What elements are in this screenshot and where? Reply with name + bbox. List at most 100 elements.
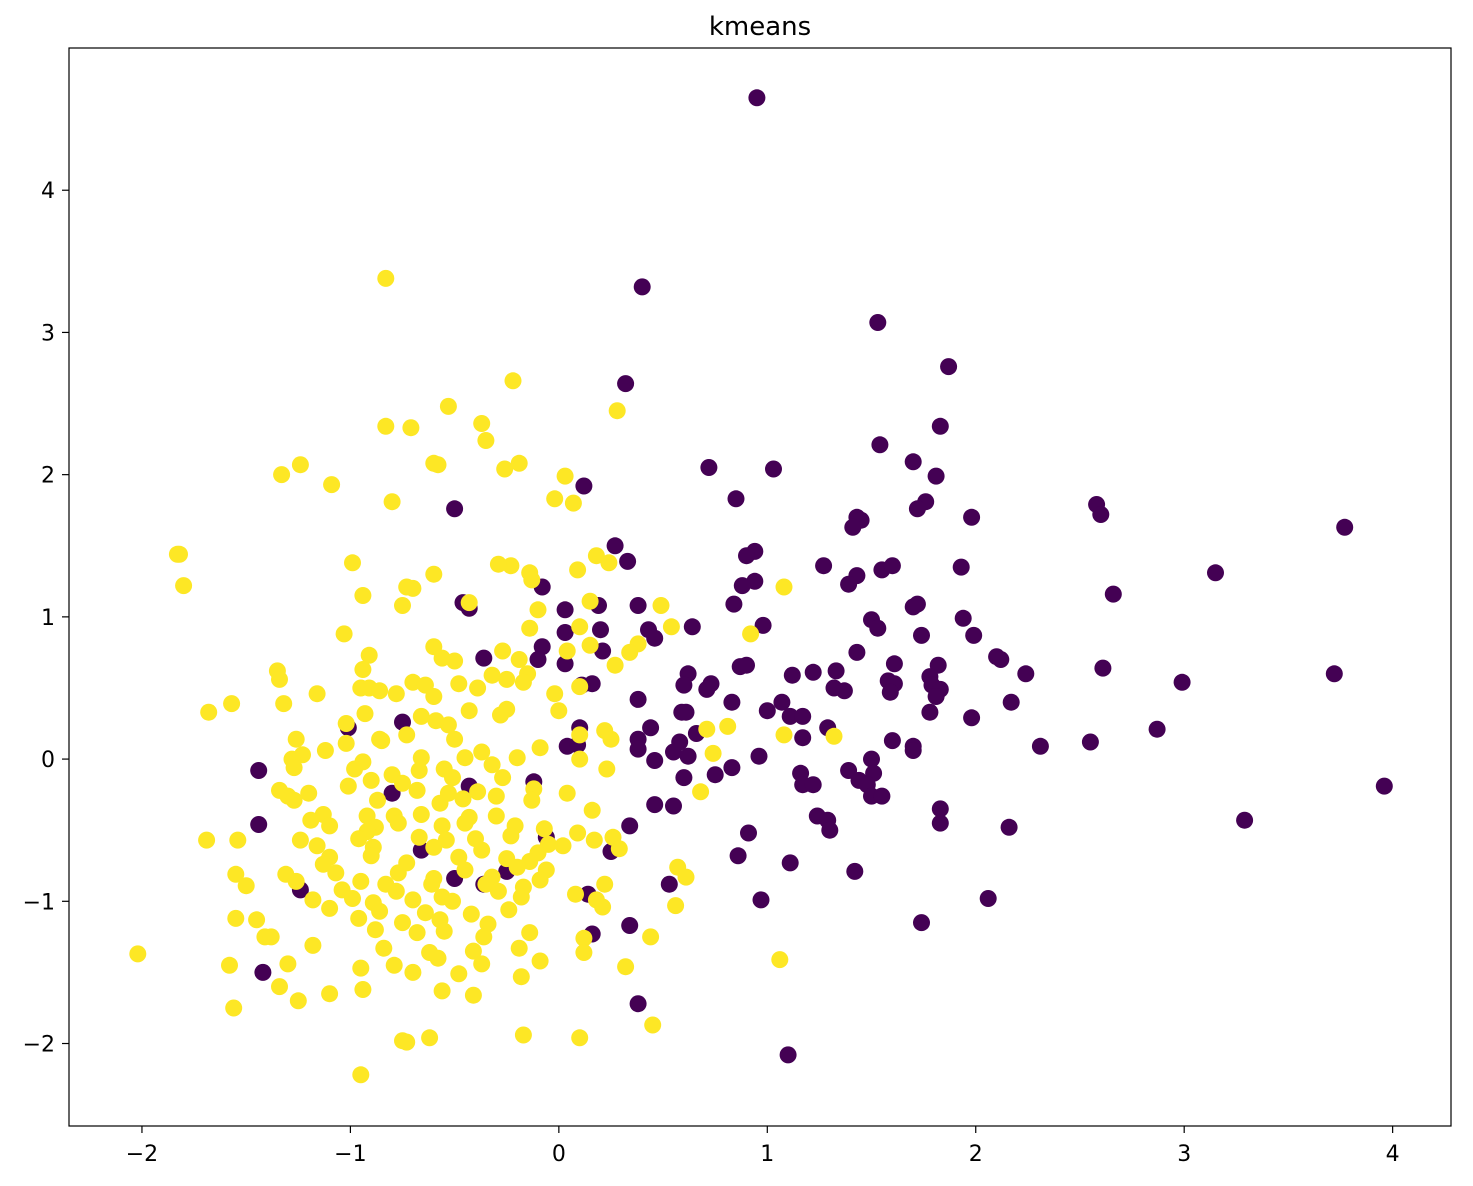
data-point-cluster-1: [473, 743, 491, 761]
x-tick-label: −1: [334, 1142, 366, 1167]
data-point-cluster-0: [700, 459, 718, 476]
data-point-cluster-0: [556, 624, 574, 641]
data-point-cluster-1: [225, 999, 243, 1017]
data-point-cluster-1: [496, 460, 514, 478]
data-point-cluster-1: [567, 885, 584, 903]
data-point-cluster-0: [931, 417, 949, 435]
data-point-cluster-1: [287, 730, 305, 748]
data-point-cluster-1: [366, 921, 384, 939]
data-point-cluster-1: [423, 875, 441, 893]
data-point-cluster-1: [704, 744, 722, 762]
data-point-cluster-1: [412, 806, 430, 823]
data-point-cluster-1: [404, 891, 422, 909]
data-point-cluster-1: [825, 727, 843, 745]
data-point-cluster-0: [1173, 673, 1191, 691]
data-point-cluster-0: [642, 719, 660, 737]
x-axis: −2 −1 0 1 2 3 4: [126, 1126, 1400, 1167]
data-point-cluster-1: [575, 929, 593, 947]
data-point-cluster-1: [510, 454, 528, 472]
data-point-cluster-1: [464, 986, 482, 1004]
data-point-cluster-1: [352, 959, 370, 977]
data-point-cluster-1: [556, 467, 574, 485]
data-point-cluster-0: [913, 914, 930, 932]
data-point-cluster-1: [587, 547, 605, 565]
data-point-cluster-1: [610, 840, 628, 858]
data-point-cluster-1: [494, 642, 512, 660]
data-point-cluster-1: [339, 777, 357, 795]
data-point-cluster-1: [742, 625, 760, 643]
data-point-cluster-1: [508, 858, 526, 876]
data-point-cluster-1: [316, 742, 334, 759]
data-point-cluster-0: [556, 601, 574, 619]
y-tick-label: 2: [41, 464, 55, 489]
data-point-cluster-0: [629, 740, 647, 758]
data-point-cluster-1: [569, 561, 587, 579]
data-point-cluster-1: [546, 685, 564, 703]
data-point-cluster-1: [454, 790, 472, 808]
data-point-cluster-1: [502, 557, 520, 575]
data-point-cluster-1: [408, 781, 426, 799]
data-point-cluster-0: [794, 707, 812, 725]
data-point-cluster-1: [344, 890, 361, 907]
data-point-cluster-0: [954, 609, 972, 627]
data-point-cluster-1: [667, 897, 685, 915]
data-point-cluster-0: [606, 537, 624, 555]
data-point-cluster-1: [387, 882, 405, 900]
data-point-cluster-1: [469, 679, 487, 697]
x-tick-label: 2: [969, 1142, 983, 1167]
data-point-cluster-1: [487, 787, 505, 805]
data-point-cluster-1: [477, 875, 495, 893]
data-point-cluster-0: [1031, 737, 1049, 755]
data-point-cluster-0: [740, 824, 757, 842]
data-point-cluster-0: [869, 314, 887, 331]
data-point-cluster-1: [531, 871, 549, 889]
data-point-cluster-0: [1236, 811, 1254, 829]
data-point-cluster-1: [198, 831, 216, 849]
data-point-cluster-1: [433, 817, 451, 835]
data-point-cluster-1: [421, 1029, 439, 1047]
plot-frame: [68, 47, 1452, 1127]
data-point-cluster-1: [279, 955, 297, 973]
data-point-cluster-0: [904, 742, 922, 759]
x-tick-label: −2: [126, 1142, 158, 1167]
data-point-cluster-1: [473, 415, 491, 432]
data-point-cluster-0: [529, 651, 547, 668]
data-point-cluster-1: [129, 945, 147, 963]
data-point-cluster-0: [931, 814, 949, 832]
data-point-cluster-1: [456, 814, 474, 832]
data-point-cluster-1: [402, 419, 420, 437]
data-point-cluster-1: [437, 831, 455, 849]
data-point-cluster-0: [873, 787, 891, 805]
data-point-cluster-1: [621, 643, 639, 661]
data-point-cluster-0: [804, 663, 822, 681]
data-point-cluster-1: [571, 1029, 589, 1047]
data-point-cluster-0: [765, 460, 782, 478]
data-point-cluster-1: [362, 771, 380, 789]
data-point-cluster-0: [394, 713, 411, 731]
data-point-cluster-1: [600, 554, 618, 572]
data-point-cluster-1: [444, 769, 461, 787]
data-point-cluster-0: [952, 558, 970, 576]
data-point-cluster-1: [523, 571, 541, 589]
data-point-cluster-0: [475, 649, 493, 667]
data-point-cluster-1: [558, 642, 576, 660]
points-layer: [129, 89, 1393, 1084]
data-point-cluster-0: [1148, 720, 1166, 738]
data-point-cluster-0: [827, 662, 845, 680]
data-point-cluster-1: [642, 928, 660, 946]
data-point-cluster-0: [913, 626, 930, 644]
data-point-cluster-1: [248, 911, 266, 929]
data-point-cluster-0: [783, 666, 801, 684]
data-point-cluster-0: [1325, 665, 1343, 683]
data-point-cluster-0: [698, 680, 716, 698]
data-point-cluster-0: [621, 817, 639, 835]
data-point-cluster-0: [1375, 777, 1393, 795]
data-point-cluster-1: [535, 820, 553, 838]
data-point-cluster-1: [512, 888, 530, 906]
data-point-cluster-1: [271, 978, 288, 996]
data-point-cluster-1: [492, 706, 509, 724]
data-point-cluster-1: [385, 956, 403, 974]
data-point-cluster-1: [387, 685, 405, 703]
data-point-cluster-1: [335, 625, 353, 643]
data-point-cluster-1: [510, 939, 528, 957]
